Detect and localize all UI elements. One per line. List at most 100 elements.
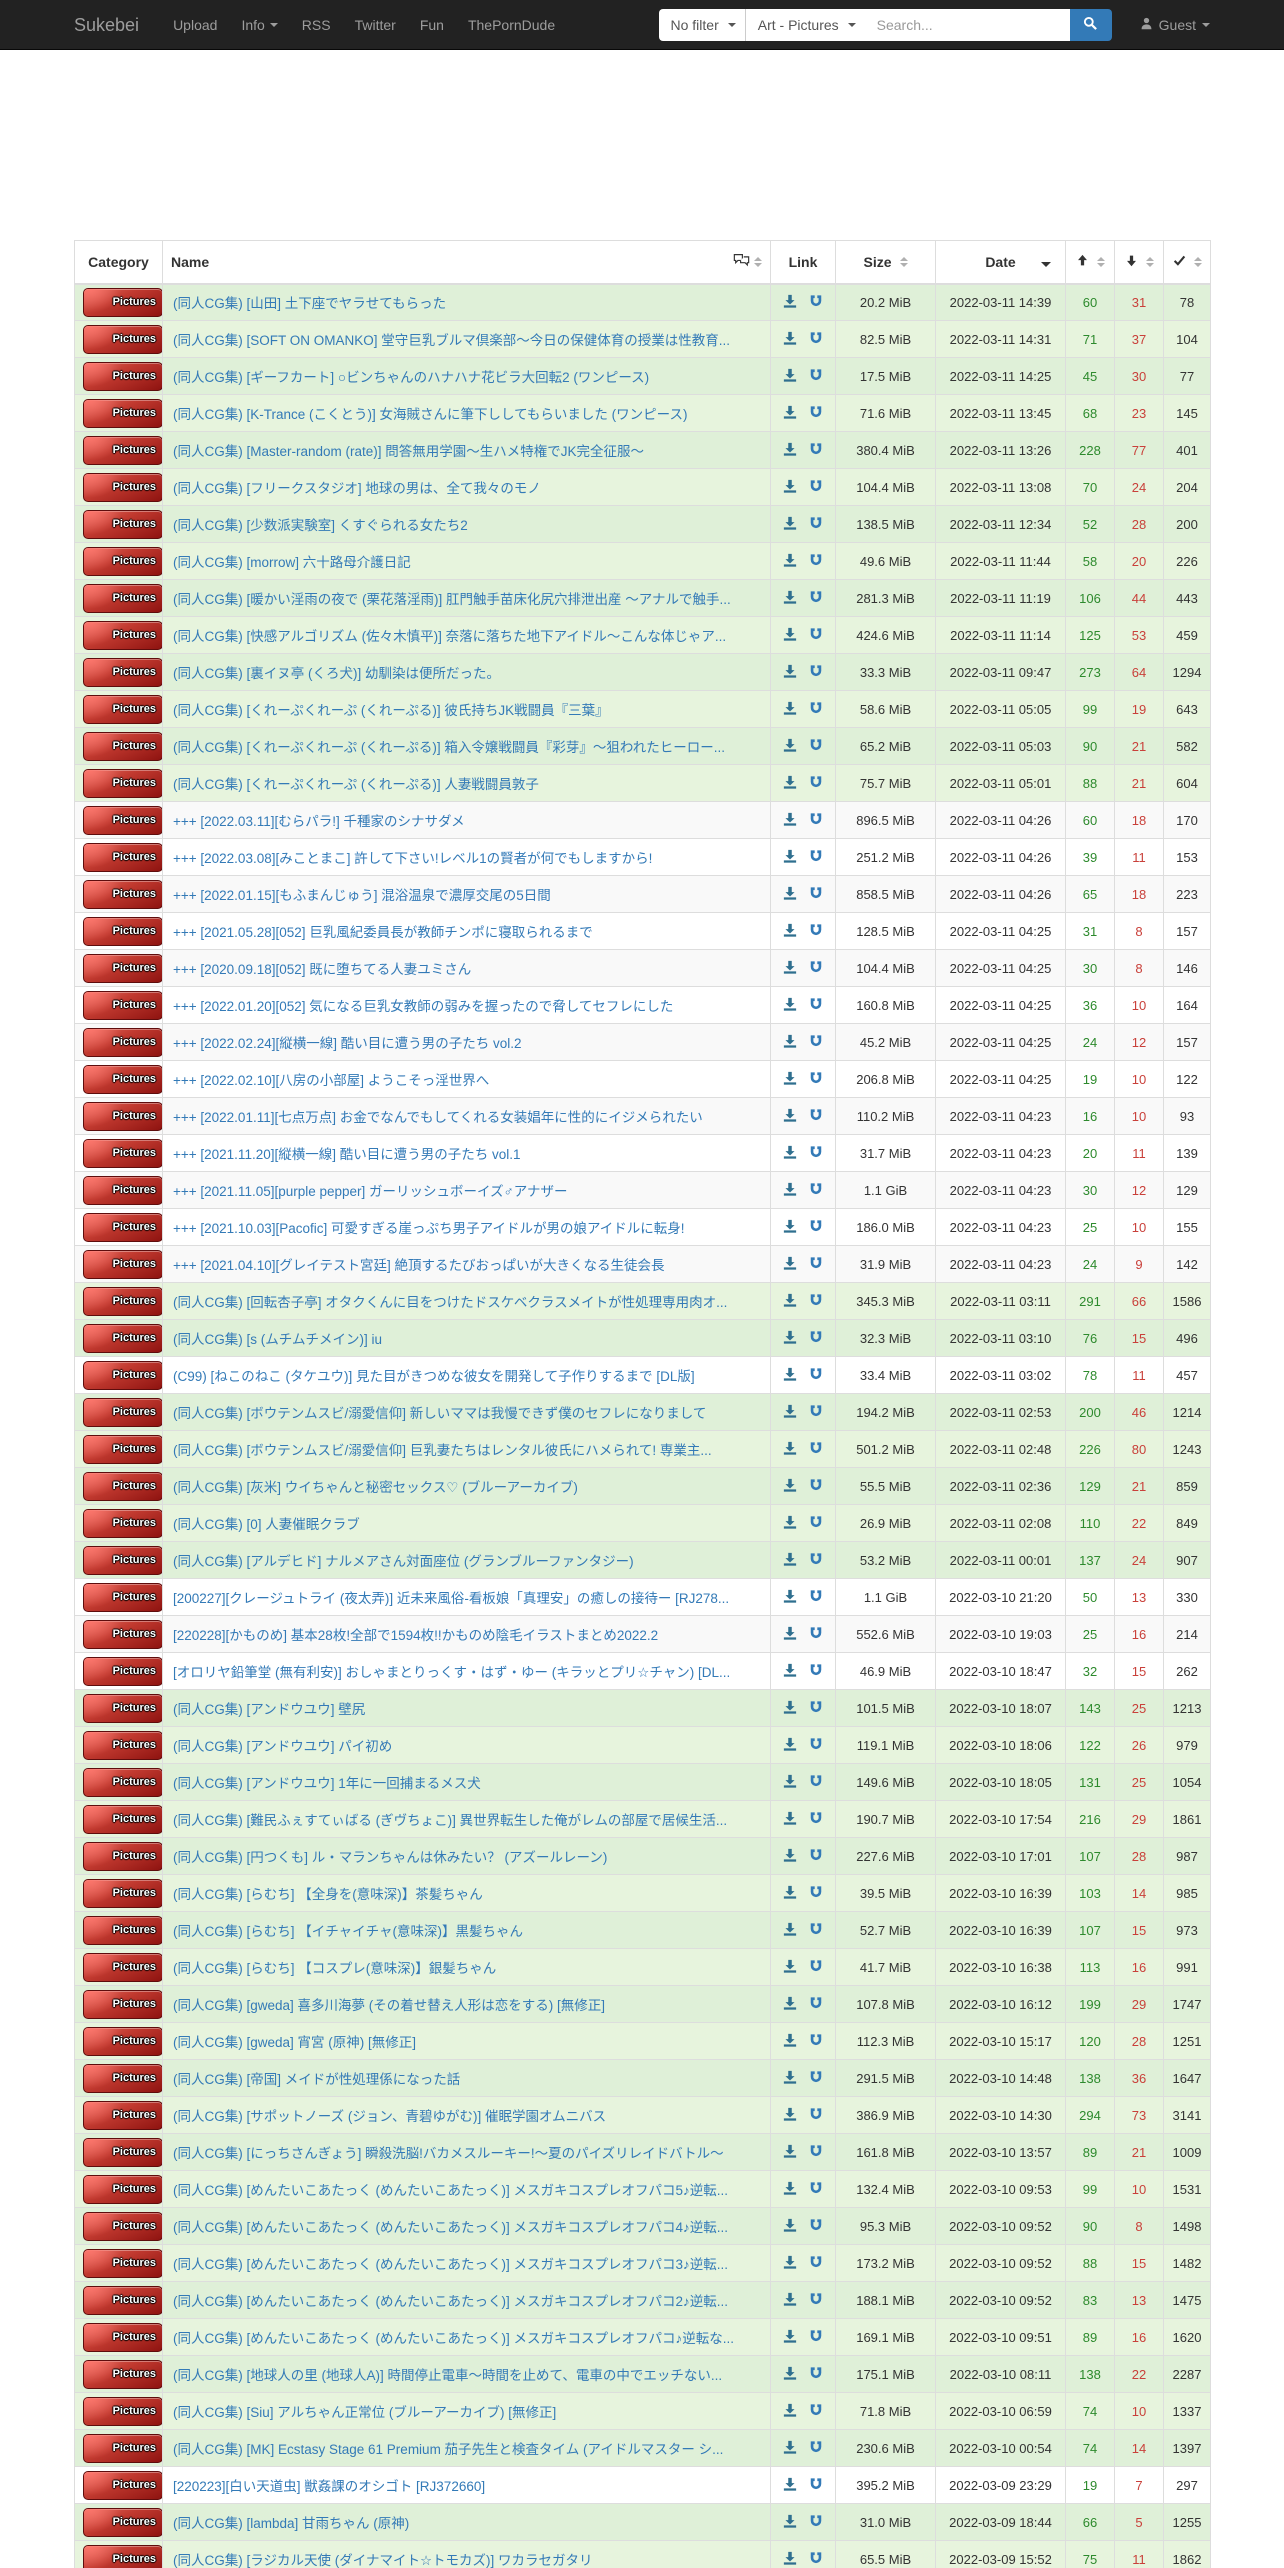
filter-select[interactable]: No filter xyxy=(658,9,745,41)
download-link[interactable] xyxy=(783,1811,797,1828)
category-badge[interactable]: Pictures xyxy=(83,1101,162,1131)
download-link[interactable] xyxy=(783,2181,797,2198)
magnet-link[interactable] xyxy=(809,331,823,348)
category-badge[interactable]: Pictures xyxy=(83,1249,162,1279)
category-badge[interactable]: Pictures xyxy=(83,398,162,428)
torrent-title-link[interactable]: (同人CG集) [ボウテンムスビ/溺愛信仰] 新しいママは我慢できず僕のセフレに… xyxy=(173,1406,707,1421)
torrent-title-link[interactable]: (同人CG集) [帝国] メイドが性処理係になった話 xyxy=(173,2072,461,2087)
magnet-link[interactable] xyxy=(809,1922,823,1939)
torrent-title-link[interactable]: [オロリヤ鉛筆堂 (無有利安)] おしゃまとりっくす・はず・ゆー (キラッとプリ… xyxy=(173,1665,731,1680)
column-header-size[interactable]: Size xyxy=(835,240,936,285)
magnet-link[interactable] xyxy=(809,1108,823,1125)
sort-by-comments[interactable] xyxy=(733,253,762,270)
category-badge[interactable]: Pictures xyxy=(83,1989,162,2019)
torrent-title-link[interactable]: (同人CG集) [山田] 土下座でヤラせてもらった xyxy=(173,296,447,312)
download-link[interactable] xyxy=(783,2551,797,2568)
magnet-link[interactable] xyxy=(809,2329,823,2346)
magnet-link[interactable] xyxy=(809,1885,823,1902)
magnet-link[interactable] xyxy=(809,1330,823,1347)
category-badge[interactable]: Pictures xyxy=(83,1360,162,1390)
category-badge[interactable]: Pictures xyxy=(83,694,162,724)
download-link[interactable] xyxy=(783,1034,797,1051)
download-link[interactable] xyxy=(783,1478,797,1495)
magnet-link[interactable] xyxy=(809,1848,823,1865)
download-link[interactable] xyxy=(783,1885,797,1902)
category-badge[interactable]: Pictures xyxy=(83,2174,162,2204)
download-link[interactable] xyxy=(783,1552,797,1569)
nav-link[interactable]: Info xyxy=(229,0,289,50)
category-badge[interactable]: Pictures xyxy=(83,620,162,650)
category-badge[interactable]: Pictures xyxy=(83,1434,162,1464)
torrent-title-link[interactable]: (同人CG集) [Master-random (rate)] 問答無用学園～生ハ… xyxy=(173,444,645,459)
magnet-link[interactable] xyxy=(809,2477,823,2494)
download-link[interactable] xyxy=(783,812,797,829)
torrent-title-link[interactable]: (同人CG集) [灰米] ウイちゃんと秘密セックス♡ (ブルーアーカイブ) xyxy=(173,1480,578,1495)
download-link[interactable] xyxy=(783,2440,797,2457)
download-link[interactable] xyxy=(783,1959,797,1976)
torrent-title-link[interactable]: (同人CG集) [地球人の里 (地球人A)] 時間停止電車～時間を止めて、電車の… xyxy=(173,2368,723,2383)
category-badge[interactable]: Pictures xyxy=(83,805,162,835)
download-link[interactable] xyxy=(783,1441,797,1458)
magnet-link[interactable] xyxy=(809,1552,823,1569)
magnet-link[interactable] xyxy=(809,1071,823,1088)
category-badge[interactable]: Pictures xyxy=(83,916,162,946)
torrent-title-link[interactable]: (同人CG集) [らむち] 【イチャイチャ(意味深)】黒髪ちゃん xyxy=(173,1924,523,1939)
category-badge[interactable]: Pictures xyxy=(83,435,162,465)
download-link[interactable] xyxy=(783,775,797,792)
nav-link[interactable]: RSS xyxy=(290,0,343,50)
torrent-title-link[interactable]: (同人CG集) [めんたいこあたっく (めんたいこあたっく)] メスガキコスプレ… xyxy=(173,2183,728,2198)
magnet-link[interactable] xyxy=(809,2514,823,2531)
magnet-link[interactable] xyxy=(809,2440,823,2457)
category-badge[interactable]: Pictures xyxy=(83,361,162,391)
download-link[interactable] xyxy=(783,1589,797,1606)
category-badge[interactable]: Pictures xyxy=(83,583,162,613)
torrent-title-link[interactable]: [200227][クレージュトライ (夜太弄)] 近未来風俗-看板娘「真理安」の… xyxy=(173,1591,730,1606)
download-link[interactable] xyxy=(783,849,797,866)
magnet-link[interactable] xyxy=(809,2255,823,2272)
torrent-title-link[interactable]: +++ [2021.11.20][縦横一線] 酷い目に遭う男の子たち vol.1 xyxy=(173,1147,521,1162)
category-badge[interactable]: Pictures xyxy=(83,990,162,1020)
download-link[interactable] xyxy=(783,1996,797,2013)
torrent-title-link[interactable]: +++ [2021.04.10][グレイテスト宮廷] 絶頂するたびおっぱいが大き… xyxy=(173,1258,665,1273)
download-link[interactable] xyxy=(783,2477,797,2494)
column-header-date[interactable]: Date xyxy=(935,240,1066,285)
download-link[interactable] xyxy=(783,590,797,607)
category-badge[interactable]: Pictures xyxy=(83,1064,162,1094)
category-badge[interactable]: Pictures xyxy=(83,1767,162,1797)
download-link[interactable] xyxy=(783,664,797,681)
nav-link[interactable]: Twitter xyxy=(343,0,408,50)
magnet-link[interactable] xyxy=(809,664,823,681)
download-link[interactable] xyxy=(783,553,797,570)
download-link[interactable] xyxy=(783,1626,797,1643)
download-link[interactable] xyxy=(783,1330,797,1347)
download-link[interactable] xyxy=(783,1700,797,1717)
magnet-link[interactable] xyxy=(809,1700,823,1717)
download-link[interactable] xyxy=(783,960,797,977)
category-badge[interactable]: Pictures xyxy=(83,731,162,761)
torrent-title-link[interactable]: (同人CG集) [少数派実験室] くすぐられる女たち2 xyxy=(173,518,468,533)
magnet-link[interactable] xyxy=(809,2218,823,2235)
download-link[interactable] xyxy=(783,1256,797,1273)
download-link[interactable] xyxy=(783,294,797,311)
category-badge[interactable]: Pictures xyxy=(83,1878,162,1908)
download-link[interactable] xyxy=(783,442,797,459)
magnet-link[interactable] xyxy=(809,516,823,533)
magnet-link[interactable] xyxy=(809,1737,823,1754)
torrent-title-link[interactable]: (同人CG集) [暖かい淫雨の夜で (栗花落淫雨)] 肛門触手苗床化尻穴排泄出産… xyxy=(173,592,731,607)
category-badge[interactable]: Pictures xyxy=(83,287,162,317)
torrent-title-link[interactable]: (同人CG集) [回転杏子亭] オタクくんに目をつけたドスケベクラスメイトが性処… xyxy=(173,1295,728,1310)
category-badge[interactable]: Pictures xyxy=(83,2396,162,2426)
category-badge[interactable]: Pictures xyxy=(83,768,162,798)
download-link[interactable] xyxy=(783,2292,797,2309)
download-link[interactable] xyxy=(783,738,797,755)
nav-link[interactable]: Fun xyxy=(408,0,456,50)
torrent-title-link[interactable]: (同人CG集) [らむち] 【全身を(意味深)】茶髪ちゃん xyxy=(173,1887,483,1902)
download-link[interactable] xyxy=(783,516,797,533)
column-header-seeders[interactable] xyxy=(1065,240,1115,285)
magnet-link[interactable] xyxy=(809,886,823,903)
torrent-title-link[interactable]: +++ [2022.01.20][052] 気になる巨乳女教師の弱みを握ったので… xyxy=(173,999,674,1014)
magnet-link[interactable] xyxy=(809,1515,823,1532)
magnet-link[interactable] xyxy=(809,997,823,1014)
magnet-link[interactable] xyxy=(809,2070,823,2087)
magnet-link[interactable] xyxy=(809,849,823,866)
